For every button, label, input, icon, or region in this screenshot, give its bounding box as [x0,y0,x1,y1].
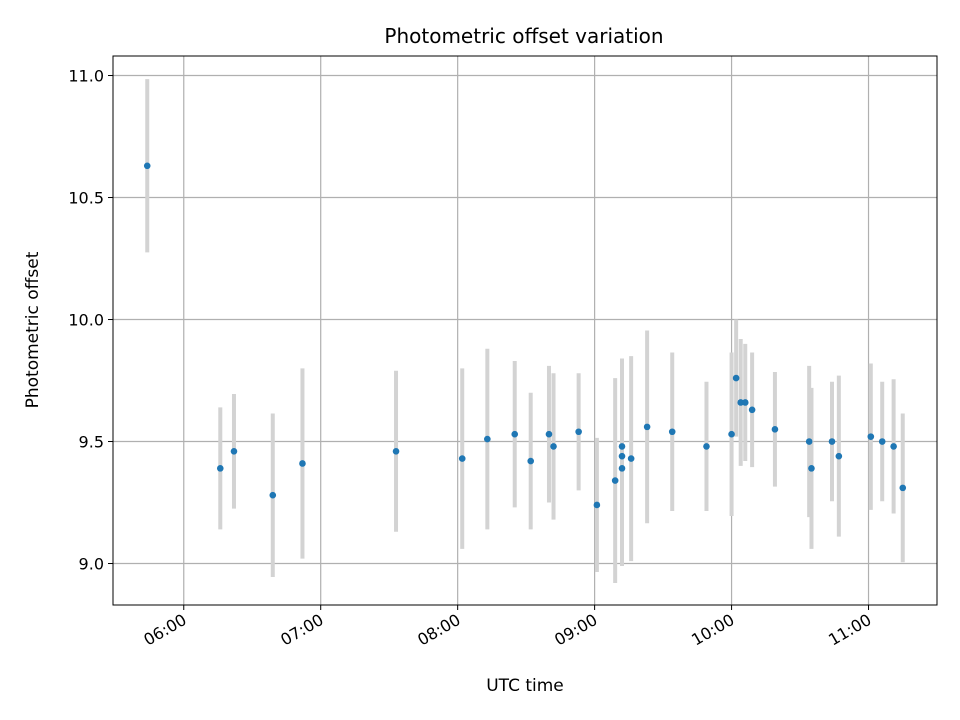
data-point [230,447,238,455]
data-point [593,501,601,509]
y-tick-layer: 9.0 9.5 10.0 10.5 11.0 [68,67,113,574]
data-point [741,399,749,406]
y-tick-label: 10.5 [68,189,104,208]
x-tick-label: 10:00 [688,610,737,650]
data-point [143,162,151,170]
data-point [618,452,626,460]
data-point [899,484,907,492]
data-point [575,428,582,436]
y-axis-label: Photometric offset [23,251,43,408]
x-tick-label: 06:00 [140,610,189,650]
data-point [392,447,400,455]
y-tick-label: 9.0 [79,555,104,574]
data-point [627,455,635,462]
data-point [484,435,491,443]
x-tick-label: 08:00 [414,610,463,650]
data-point [703,443,710,450]
x-tick-label: 09:00 [551,610,600,650]
data-point [890,443,897,450]
data-point [737,399,745,406]
data-point [458,455,466,462]
data-point [618,443,626,450]
data-point [771,426,779,433]
data-point [611,477,619,484]
data-point [732,374,740,382]
data-point [216,465,224,472]
data-point [550,443,557,450]
x-tick-layer: 06:00 07:00 08:00 09:00 10:00 11:00 [140,605,875,650]
y-tick-label: 10.0 [68,311,104,330]
data-point [643,423,651,431]
data-point [867,433,875,440]
data-point [748,406,756,414]
grid-layer [113,56,937,605]
data-point [805,438,813,445]
errorbar-layer [145,79,905,584]
point-layer [143,162,907,509]
data-point [527,457,535,465]
y-tick-label: 9.5 [79,433,104,452]
data-point [668,428,676,436]
data-point [878,438,886,445]
data-point [545,430,553,438]
x-axis-label: UTC time [486,676,564,696]
data-point [299,460,306,467]
x-tick-label: 07:00 [277,610,326,650]
data-point [808,465,815,472]
plot-frame [112,55,938,606]
data-point [728,430,735,438]
chart-title: Photometric offset variation [384,24,663,48]
data-point [269,491,277,499]
data-point [835,452,843,460]
data-point [618,465,626,472]
y-tick-label: 11.0 [68,67,104,86]
data-point [511,430,519,438]
data-point [828,438,836,445]
x-tick-label: 11:00 [825,610,874,650]
